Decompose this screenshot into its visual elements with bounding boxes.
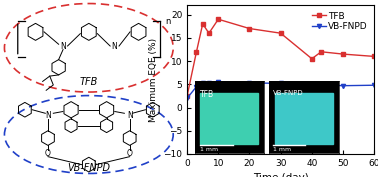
TFB <box>278 32 283 34</box>
TFB <box>341 53 345 55</box>
TFB <box>207 32 211 34</box>
X-axis label: Time (day): Time (day) <box>253 173 308 177</box>
VB-FNPD <box>319 84 324 86</box>
TFB <box>194 51 199 53</box>
Text: O: O <box>127 150 133 158</box>
VB-FNPD <box>194 85 199 88</box>
Line: VB-FNPD: VB-FNPD <box>185 80 376 100</box>
Text: VB-FNPD: VB-FNPD <box>67 163 110 173</box>
TFB <box>372 55 376 58</box>
TFB <box>200 23 205 25</box>
TFB <box>319 51 324 53</box>
TFB <box>310 58 314 60</box>
VB-FNPD <box>200 82 205 84</box>
Text: n: n <box>165 17 170 26</box>
VB-FNPD <box>207 82 211 84</box>
VB-FNPD <box>310 84 314 86</box>
Text: TFB: TFB <box>80 77 98 87</box>
Text: N: N <box>127 111 133 119</box>
Text: N: N <box>45 111 51 119</box>
VB-FNPD <box>185 97 189 99</box>
Text: N: N <box>112 42 118 50</box>
Line: TFB: TFB <box>185 17 376 98</box>
TFB <box>185 95 189 97</box>
VB-FNPD <box>372 84 376 86</box>
Text: N: N <box>60 42 66 50</box>
Y-axis label: Maximum EQE (%): Maximum EQE (%) <box>149 38 158 122</box>
TFB <box>247 27 252 30</box>
Legend: TFB, VB-FNPD: TFB, VB-FNPD <box>310 10 370 33</box>
VB-FNPD <box>341 85 345 87</box>
VB-FNPD <box>278 82 283 84</box>
TFB <box>216 18 220 20</box>
Text: O: O <box>45 150 51 158</box>
VB-FNPD <box>247 82 252 84</box>
VB-FNPD <box>216 81 220 83</box>
